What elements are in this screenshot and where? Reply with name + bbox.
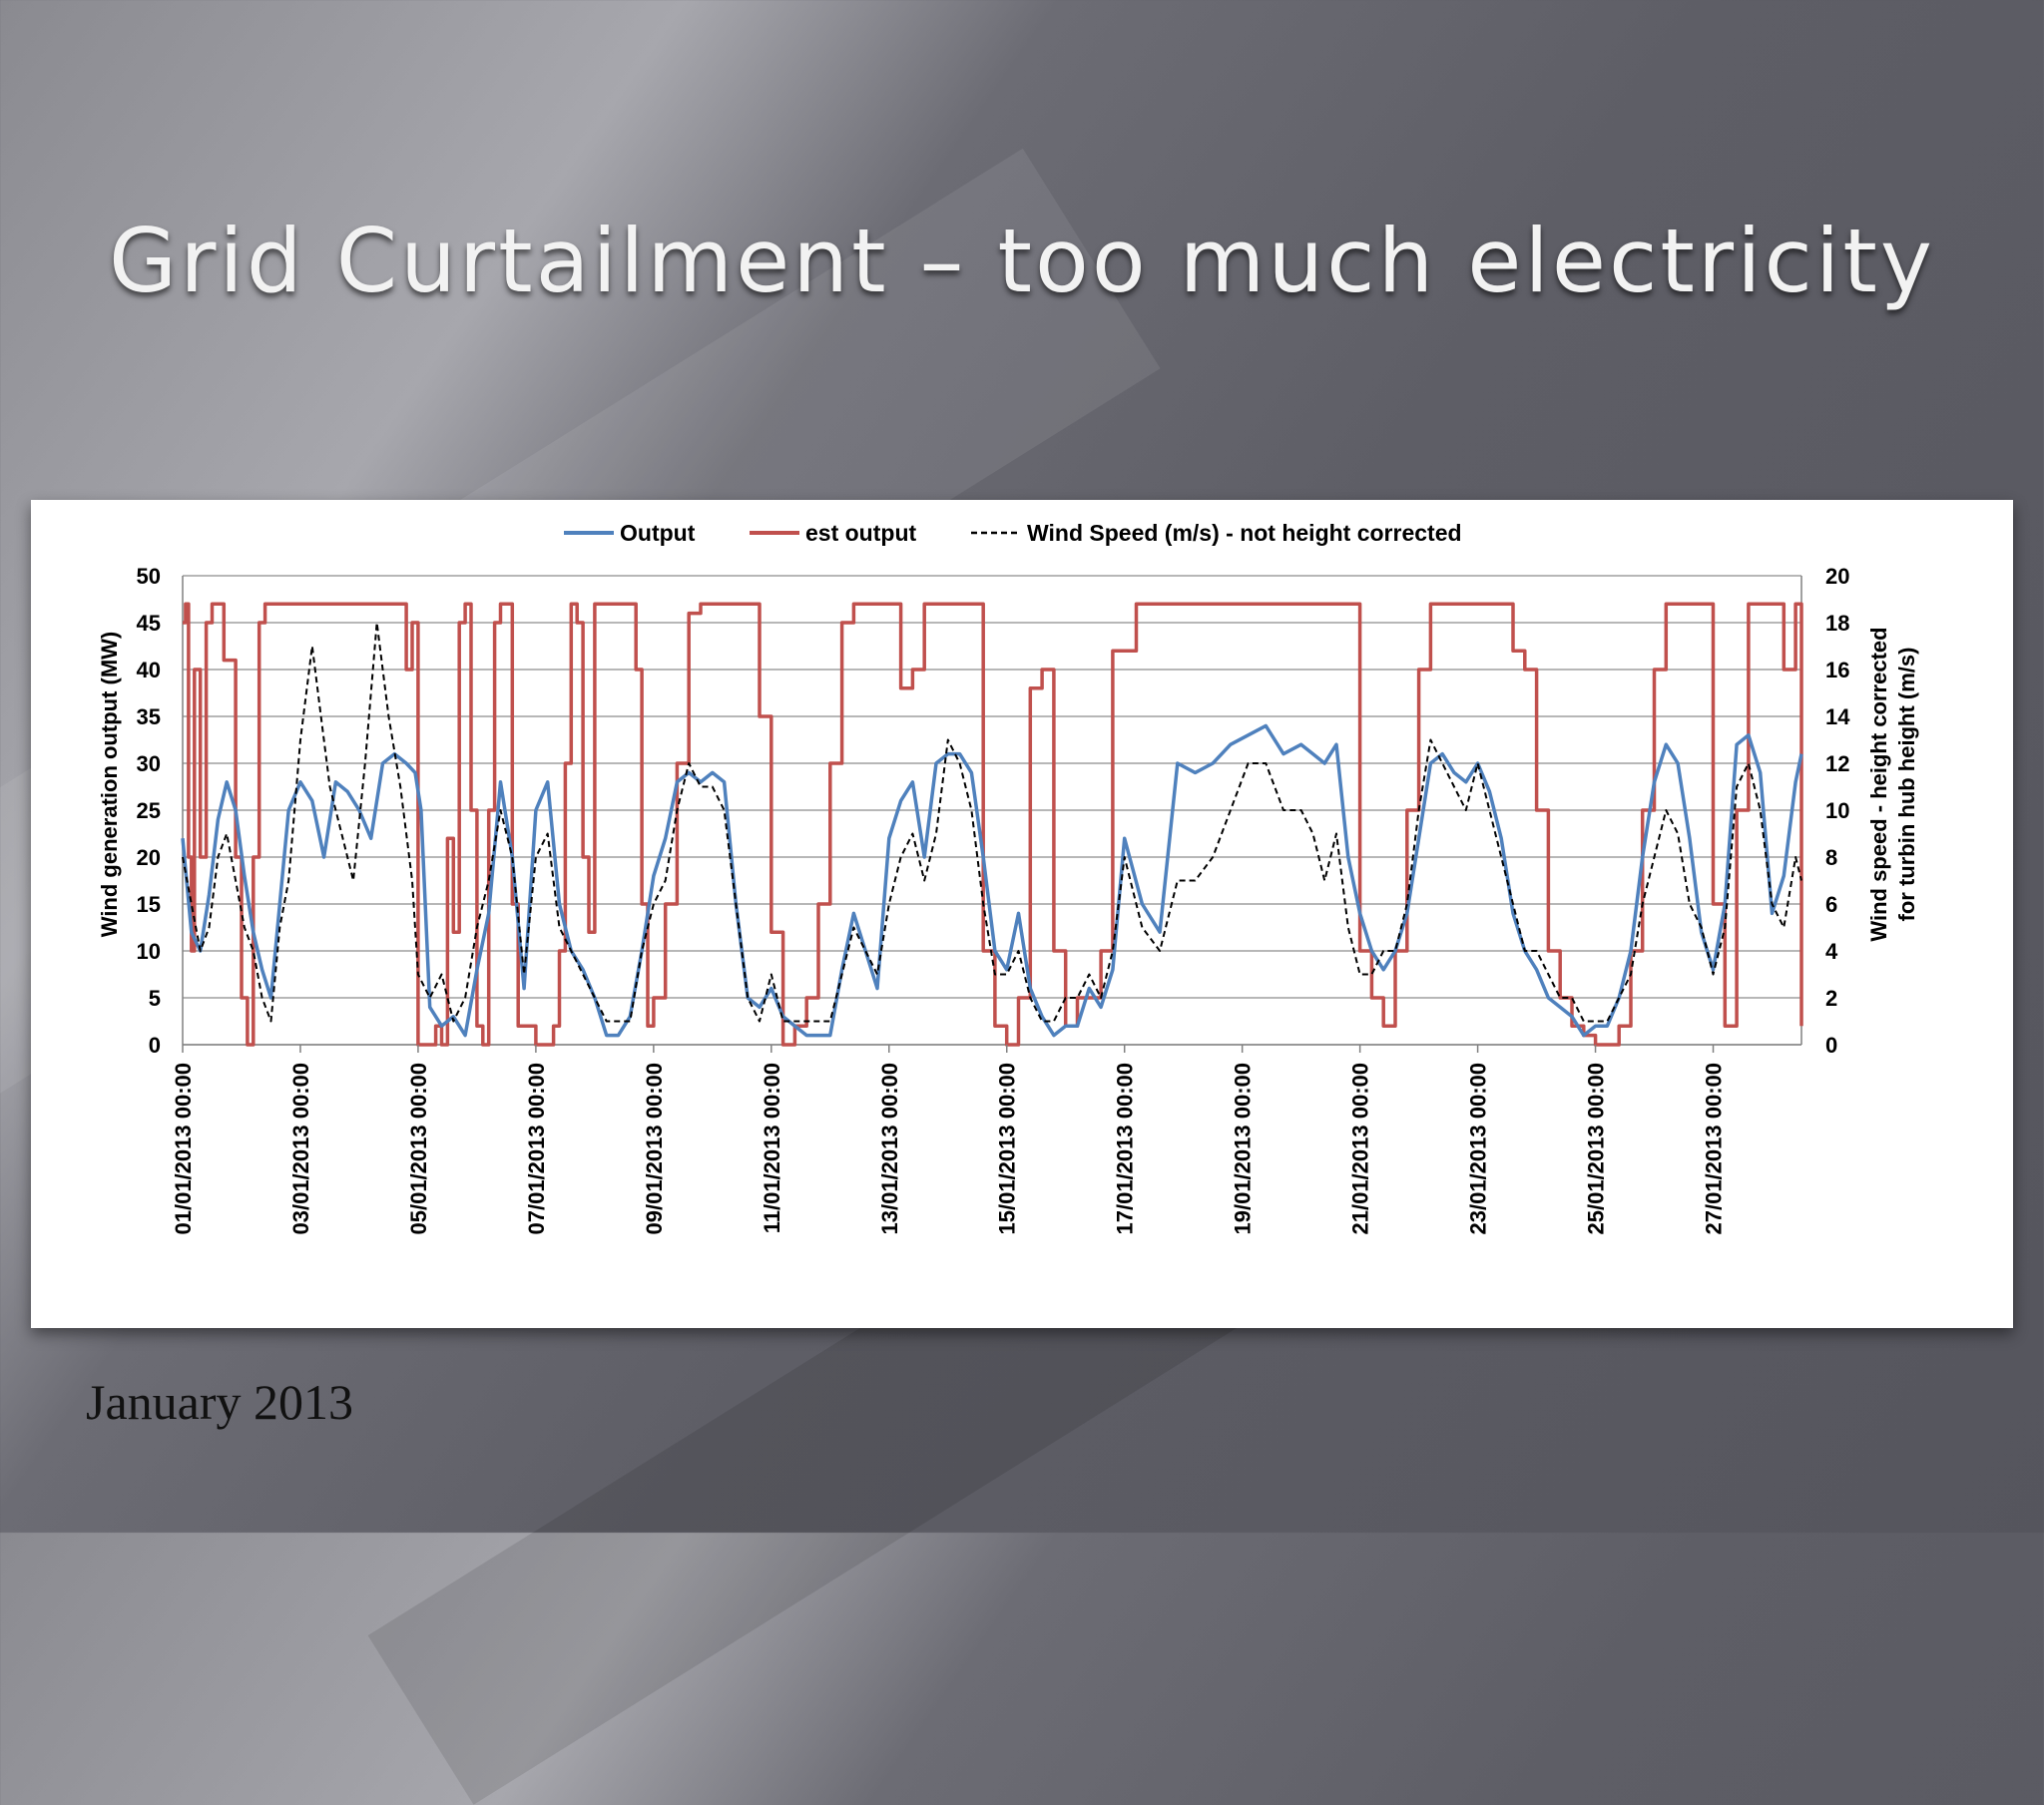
x-tick-label: 03/01/2013 00:00	[288, 1063, 313, 1235]
legend-est-output-label: est output	[805, 520, 916, 546]
x-tick-label: 17/01/2013 00:00	[1113, 1063, 1138, 1235]
right-axis-title-line1: Wind speed - height corrected	[1866, 627, 1891, 941]
legend-wind-speed-label: Wind Speed (m/s) - not height corrected	[1027, 520, 1462, 546]
right-tick-label: 16	[1825, 658, 1849, 682]
right-tick-label: 12	[1825, 751, 1849, 776]
left-tick-label: 40	[137, 658, 161, 682]
x-tick-label: 11/01/2013 00:00	[760, 1063, 784, 1233]
series-layer	[181, 602, 1803, 1047]
x-tick-label: 23/01/2013 00:00	[1466, 1063, 1491, 1235]
legend: Output est output Wind Speed (m/s) - not…	[564, 520, 1462, 546]
wind-speed-series-line	[182, 622, 1802, 1023]
right-tick-label: 0	[1825, 1033, 1837, 1058]
right-tick-label: 4	[1825, 939, 1838, 964]
right-tick-label: 20	[1825, 564, 1849, 589]
slide-title: Grid Curtailment – too much electricity	[109, 210, 1935, 312]
left-tick-label: 15	[137, 892, 161, 917]
x-tick-label: 19/01/2013 00:00	[1231, 1063, 1256, 1235]
x-tick-label: 05/01/2013 00:00	[406, 1063, 431, 1235]
x-axis-ticks: 01/01/2013 00:00 03/01/2013 00:00 05/01/20…	[171, 1045, 1727, 1235]
x-tick-label: 25/01/2013 00:00	[1584, 1063, 1609, 1235]
right-tick-label: 14	[1825, 704, 1850, 729]
right-tick-label: 2	[1825, 986, 1837, 1011]
left-axis-ticks: 0 5 10 15 20 25 30 35 40 45 50	[137, 564, 161, 1058]
right-axis-title-line2: for turbin hub height (m/s)	[1894, 648, 1919, 922]
x-tick-label: 09/01/2013 00:00	[642, 1063, 667, 1235]
left-tick-label: 50	[137, 564, 161, 589]
left-tick-label: 35	[137, 704, 161, 729]
left-tick-label: 25	[137, 798, 161, 823]
right-tick-label: 10	[1825, 798, 1849, 823]
left-axis-title: Wind generation output (MW)	[97, 632, 122, 938]
right-tick-label: 18	[1825, 611, 1849, 636]
output-series-line	[181, 723, 1803, 1038]
left-tick-label: 10	[137, 939, 161, 964]
x-tick-label: 27/01/2013 00:00	[1702, 1063, 1727, 1235]
slide-caption: January 2013	[86, 1374, 353, 1430]
x-tick-label: 21/01/2013 00:00	[1348, 1063, 1373, 1235]
right-axis-ticks: 0 2 4 6 8 10 12 14 16 18 20	[1825, 564, 1850, 1058]
gridlines	[183, 575, 1801, 1046]
chart-panel: 0 5 10 15 20 25 30 35 40 45 50 0 2 4 6 8 10 12 14 16 18 20 0…	[31, 500, 2013, 1328]
legend-output-label: Output	[620, 520, 696, 546]
x-tick-label: 01/01/2013 00:00	[171, 1063, 196, 1235]
x-tick-label: 15/01/2013 00:00	[995, 1063, 1020, 1235]
right-tick-label: 6	[1825, 892, 1837, 917]
est-output-series-line	[183, 602, 1803, 1047]
left-tick-label: 30	[137, 751, 161, 776]
left-tick-label: 20	[137, 845, 161, 870]
x-tick-label: 07/01/2013 00:00	[524, 1063, 549, 1235]
left-tick-label: 45	[137, 611, 161, 636]
left-tick-label: 5	[149, 986, 161, 1011]
x-tick-label: 13/01/2013 00:00	[877, 1063, 902, 1235]
wind-output-chart: 0 5 10 15 20 25 30 35 40 45 50 0 2 4 6 8 10 12 14 16 18 20 0…	[97, 520, 1919, 1235]
right-tick-label: 8	[1825, 845, 1837, 870]
left-tick-label: 0	[149, 1033, 161, 1058]
